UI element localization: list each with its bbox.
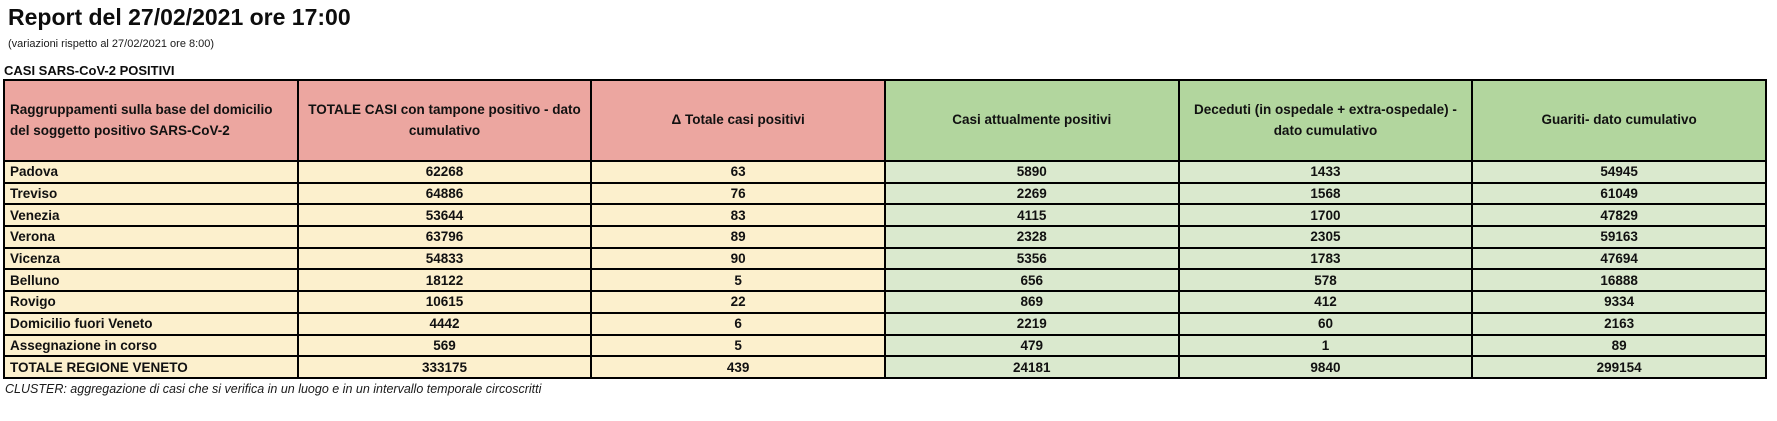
cell-value: 412: [1177, 290, 1474, 314]
col-header-guariti: Guariti- dato cumulativo: [1471, 79, 1767, 162]
row-label: Assegnazione in corso: [3, 333, 299, 358]
cell-value: 47694: [1471, 246, 1767, 271]
table-row: Domicilio fuori Veneto 4442 6 2219 60 2163: [3, 311, 1767, 336]
cell-value: 569: [296, 333, 593, 358]
table-row: Verona 63796 89 2328 2305 59163: [3, 225, 1767, 249]
cell-value: 83: [590, 203, 886, 228]
cell-value: 1433: [1177, 160, 1474, 184]
total-row: TOTALE REGIONE VENETO 333175 439 24181 9840 2…: [3, 355, 1767, 379]
table-row: Padova 62268 63 5890 1433 54945: [3, 160, 1767, 184]
cell-value: 299154: [1471, 355, 1767, 379]
total-row-label: TOTALE REGIONE VENETO: [3, 355, 299, 379]
cell-value: 1: [1177, 333, 1474, 358]
row-label: Padova: [3, 160, 299, 184]
cell-value: 89: [590, 225, 886, 249]
cell-value: 18122: [296, 268, 593, 293]
col-header-attualmente-positivi: Casi attualmente positivi: [883, 79, 1180, 162]
cell-value: 2219: [883, 311, 1180, 336]
cell-value: 54833: [296, 246, 593, 271]
table-header: Raggruppamenti sulla base del domicilio …: [3, 79, 1767, 162]
cell-value: 90: [590, 246, 886, 271]
report-subtitle: (variazioni rispetto al 27/02/2021 ore 8…: [8, 38, 215, 50]
cell-value: 9840: [1177, 355, 1474, 379]
row-label: Vicenza: [3, 246, 299, 271]
table-body: Padova 62268 63 5890 1433 54945 Treviso 64886 76…: [3, 160, 1767, 379]
table-row: Venezia 53644 83 4115 1700 47829: [3, 203, 1767, 228]
cell-value: 10615: [296, 290, 593, 314]
cell-value: 5: [590, 268, 886, 293]
cell-value: 63: [590, 160, 886, 184]
cell-value: 47829: [1471, 203, 1767, 228]
cell-value: 578: [1177, 268, 1474, 293]
cell-value: 2269: [883, 181, 1180, 206]
section-label: CASI SARS-CoV-2 POSITIVI: [4, 63, 175, 78]
covid-cases-table: Raggruppamenti sulla base del domicilio …: [3, 79, 1767, 379]
cell-value: 1568: [1177, 181, 1474, 206]
table-row: Rovigo 10615 22 869 412 9334: [3, 290, 1767, 314]
row-label: Rovigo: [3, 290, 299, 314]
cell-value: 61049: [1471, 181, 1767, 206]
cell-value: 1700: [1177, 203, 1474, 228]
report-title: Report del 27/02/2021 ore 17:00: [8, 4, 351, 30]
cell-value: 5890: [883, 160, 1180, 184]
cell-value: 6: [590, 311, 886, 336]
cell-value: 656: [883, 268, 1180, 293]
cell-value: 439: [590, 355, 886, 379]
cell-value: 16888: [1471, 268, 1767, 293]
cell-value: 53644: [296, 203, 593, 228]
row-label: Treviso: [3, 181, 299, 206]
cell-value: 5356: [883, 246, 1180, 271]
cell-value: 62268: [296, 160, 593, 184]
col-header-delta-casi: Δ Totale casi positivi: [590, 79, 886, 162]
table-row: Treviso 64886 76 2269 1568 61049: [3, 181, 1767, 206]
cell-value: 2328: [883, 225, 1180, 249]
row-label: Verona: [3, 225, 299, 249]
cell-value: 64886: [296, 181, 593, 206]
cluster-footnote: CLUSTER: aggregazione di casi che si ver…: [5, 381, 542, 396]
cell-value: 60: [1177, 311, 1474, 336]
row-label: Belluno: [3, 268, 299, 293]
header-row: Raggruppamenti sulla base del domicilio …: [3, 79, 1767, 162]
cell-value: 24181: [883, 355, 1180, 379]
cell-value: 54945: [1471, 160, 1767, 184]
cell-value: 4115: [883, 203, 1180, 228]
cell-value: 479: [883, 333, 1180, 358]
table-row: Vicenza 54833 90 5356 1783 47694: [3, 246, 1767, 271]
cell-value: 333175: [296, 355, 593, 379]
cell-value: 4442: [296, 311, 593, 336]
cell-value: 2163: [1471, 311, 1767, 336]
cell-value: 22: [590, 290, 886, 314]
col-header-totale-casi: TOTALE CASI con tampone positivo - dato …: [296, 79, 593, 162]
col-header-raggruppamenti: Raggruppamenti sulla base del domicilio …: [3, 79, 299, 162]
cell-value: 9334: [1471, 290, 1767, 314]
table-row: Assegnazione in corso 569 5 479 1 89: [3, 333, 1767, 358]
cell-value: 59163: [1471, 225, 1767, 249]
table-row: Belluno 18122 5 656 578 16888: [3, 268, 1767, 293]
col-header-deceduti: Deceduti (in ospedale + extra-ospedale) …: [1177, 79, 1474, 162]
cell-value: 5: [590, 333, 886, 358]
cell-value: 76: [590, 181, 886, 206]
cell-value: 1783: [1177, 246, 1474, 271]
cell-value: 869: [883, 290, 1180, 314]
cell-value: 63796: [296, 225, 593, 249]
row-label: Venezia: [3, 203, 299, 228]
cell-value: 89: [1471, 333, 1767, 358]
row-label: Domicilio fuori Veneto: [3, 311, 299, 336]
cell-value: 2305: [1177, 225, 1474, 249]
